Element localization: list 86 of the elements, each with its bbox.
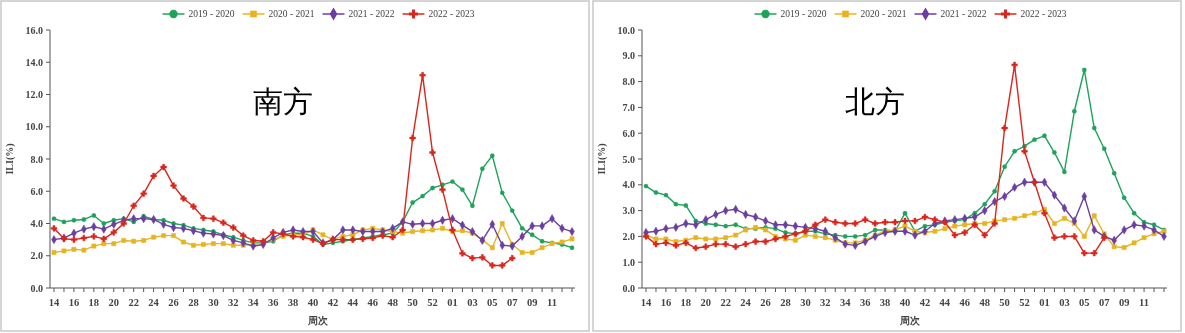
x-axis-title: 周次 (306, 315, 329, 326)
x-tick-label: 38 (287, 297, 299, 308)
x-tick-label: 03 (467, 297, 478, 308)
x-tick-label: 03 (1059, 297, 1070, 308)
x-tick-label: 42 (919, 297, 931, 308)
x-tick-label: 18 (88, 297, 100, 308)
x-tick-label: 38 (879, 297, 891, 308)
x-tick-label: 16 (660, 297, 672, 308)
y-tick-label: 5.0 (622, 153, 635, 165)
x-tick-label: 42 (327, 297, 339, 308)
y-tick-label: 3.0 (622, 205, 635, 217)
y-tick-label: 16.0 (25, 24, 43, 36)
x-tick-label: 01 (447, 297, 458, 308)
x-axis-title: 周次 (898, 315, 921, 326)
x-tick-label: 48 (387, 297, 398, 308)
x-tick-label: 48 (979, 297, 990, 308)
x-tick-label: 16 (68, 297, 80, 308)
legend-label: 2019 - 2020 (188, 9, 235, 20)
x-tick-label: 34 (247, 297, 260, 308)
y-tick-label: 10.0 (25, 121, 43, 133)
x-tick-label: 50 (407, 297, 418, 308)
legend-label: 2021 - 2022 (348, 9, 395, 20)
y-tick-label: 4.0 (30, 218, 43, 229)
y-tick-label: 2.0 (30, 250, 43, 262)
x-tick-label: 07 (1098, 297, 1110, 308)
x-tick-label: 18 (680, 297, 692, 308)
y-axis-title: ILI(%) (4, 143, 16, 175)
x-tick-label: 32 (820, 297, 831, 308)
x-tick-label: 14 (640, 297, 652, 308)
annotation: 南方 (253, 84, 314, 119)
x-tick-label: 44 (347, 297, 359, 308)
x-tick-label: 40 (307, 297, 319, 308)
y-tick-label: 12.0 (25, 89, 43, 100)
x-tick-label: 11 (547, 297, 558, 308)
y-tick-label: 10.0 (617, 24, 635, 36)
legend-label: 2022 - 2023 (428, 9, 475, 20)
x-tick-label: 01 (1039, 297, 1050, 308)
x-tick-label: 24 (148, 297, 160, 308)
y-tick-label: 7.0 (622, 101, 635, 113)
x-tick-label: 50 (999, 297, 1010, 308)
x-tick-label: 36 (267, 297, 279, 308)
x-tick-label: 46 (959, 297, 971, 308)
y-tick-label: 0.0 (622, 282, 635, 294)
x-tick-label: 09 (526, 297, 538, 308)
x-tick-label: 22 (720, 297, 731, 308)
x-tick-label: 34 (839, 297, 852, 308)
x-tick-label: 22 (128, 297, 139, 308)
legend-label: 2020 - 2021 (860, 9, 907, 20)
x-tick-label: 20 (700, 297, 712, 308)
x-tick-label: 44 (939, 297, 951, 308)
x-tick-label: 30 (800, 297, 811, 308)
x-tick-label: 09 (1118, 297, 1130, 308)
y-tick-label: 0.0 (30, 282, 43, 294)
x-tick-label: 46 (367, 297, 379, 308)
y-tick-label: 2.0 (622, 230, 635, 242)
x-tick-label: 28 (188, 297, 199, 308)
x-tick-label: 52 (1019, 297, 1030, 308)
y-axis-title: ILI(%) (596, 143, 608, 175)
x-tick-label: 26 (760, 297, 771, 308)
x-tick-label: 26 (168, 297, 179, 308)
x-tick-label: 05 (1079, 297, 1090, 308)
x-tick-label: 32 (228, 297, 239, 308)
legend-label: 2021 - 2022 (940, 9, 987, 20)
y-tick-label: 6.0 (622, 127, 635, 139)
annotation: 北方 (845, 84, 906, 119)
y-tick-label: 6.0 (30, 185, 43, 197)
y-tick-label: 1.0 (622, 256, 635, 268)
x-tick-label: 20 (108, 297, 120, 308)
y-tick-label: 9.0 (622, 50, 635, 62)
x-tick-label: 36 (859, 297, 871, 308)
legend-label: 2022 - 2023 (1020, 9, 1067, 20)
x-tick-label: 40 (899, 297, 911, 308)
y-tick-label: 4.0 (622, 179, 635, 191)
y-tick-label: 8.0 (622, 76, 635, 88)
x-tick-label: 14 (48, 297, 60, 308)
x-tick-label: 30 (208, 297, 219, 308)
x-tick-label: 52 (427, 297, 438, 308)
x-tick-label: 24 (740, 297, 752, 308)
y-tick-label: 14.0 (25, 56, 43, 68)
x-tick-label: 28 (780, 297, 791, 308)
x-tick-label: 11 (1139, 297, 1150, 308)
legend-label: 2019 - 2020 (780, 9, 827, 20)
y-tick-label: 8.0 (30, 153, 43, 165)
x-tick-label: 07 (506, 297, 518, 308)
x-tick-label: 05 (487, 297, 498, 308)
legend-label: 2020 - 2021 (268, 9, 315, 20)
